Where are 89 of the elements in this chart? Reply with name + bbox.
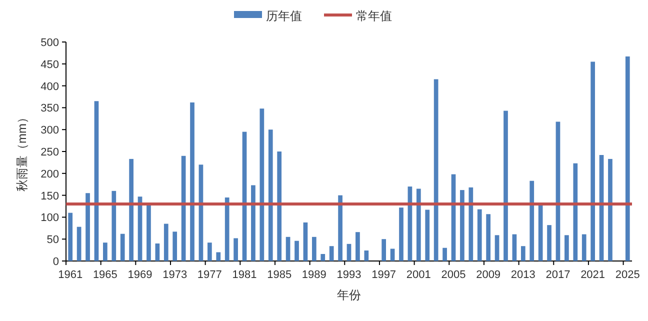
x-tick-label: 2025 — [615, 269, 640, 281]
bar — [530, 180, 534, 261]
x-tick-label: 1981 — [232, 269, 257, 281]
bar — [103, 242, 108, 261]
bar — [486, 214, 490, 261]
x-tick-label: 1969 — [128, 269, 152, 281]
y-tick-label: 450 — [40, 58, 59, 71]
y-tick-label: 100 — [40, 212, 59, 224]
bar — [364, 250, 369, 261]
x-tick-label: 2021 — [580, 269, 606, 281]
bar — [608, 158, 612, 261]
x-tick-label: 1977 — [197, 269, 222, 281]
bar — [146, 204, 151, 261]
bar — [356, 232, 360, 261]
bar — [208, 242, 212, 261]
bar — [416, 188, 421, 261]
bar — [346, 244, 352, 261]
bar — [382, 239, 386, 261]
x-tick-label: 1989 — [302, 269, 326, 281]
bar — [234, 238, 238, 261]
bar — [86, 193, 90, 261]
bar — [68, 212, 73, 261]
bar — [172, 232, 178, 261]
bar — [329, 246, 334, 261]
y-tick-label: 0 — [52, 256, 59, 268]
bar — [155, 243, 160, 261]
bar — [538, 204, 543, 261]
bar — [564, 235, 569, 261]
x-tick-label: 2013 — [510, 269, 536, 281]
bar — [94, 101, 99, 261]
bar — [590, 62, 595, 261]
bar — [242, 132, 247, 261]
bar — [120, 234, 125, 261]
x-tick-label: 1985 — [267, 269, 292, 281]
y-axis-title: 秋雨量（mm） — [15, 112, 29, 192]
bar — [573, 163, 578, 261]
bar — [442, 248, 447, 261]
bar — [460, 190, 464, 261]
bar — [112, 190, 116, 261]
y-tick-label: 400 — [40, 80, 59, 93]
bar — [286, 236, 290, 261]
y-tick-label: 150 — [40, 190, 59, 202]
y-tick-label: 200 — [40, 168, 59, 180]
bar — [512, 234, 517, 261]
bar — [303, 222, 308, 261]
bar — [312, 236, 316, 261]
x-tick-label: 1965 — [92, 269, 118, 281]
x-tick-label: 2005 — [441, 269, 466, 281]
bar — [434, 79, 438, 261]
y-tick-label: 50 — [46, 234, 59, 246]
bar — [425, 210, 430, 261]
bar — [399, 208, 404, 261]
bar — [494, 235, 500, 261]
bar — [556, 122, 560, 261]
bar — [224, 197, 230, 261]
bar — [625, 56, 630, 261]
y-tick-label: 350 — [40, 102, 59, 115]
y-tick-label: 250 — [40, 146, 59, 158]
x-axis-title: 年份 — [337, 288, 361, 302]
bar — [164, 224, 168, 261]
bar — [277, 152, 282, 261]
bar — [251, 185, 256, 261]
bar — [294, 240, 299, 261]
x-tick-label: 1993 — [336, 269, 362, 281]
bar — [190, 102, 194, 261]
x-tick-label: 2009 — [476, 269, 501, 281]
x-tick-label: 1997 — [372, 269, 396, 281]
bar — [260, 108, 264, 261]
bar — [504, 110, 508, 261]
bar — [547, 225, 552, 261]
bar — [216, 252, 221, 261]
y-tick-label: 300 — [40, 124, 59, 137]
bar — [582, 234, 586, 261]
x-tick-label: 2017 — [546, 269, 570, 281]
x-tick-label: 1973 — [162, 269, 188, 281]
y-tick-label: 500 — [40, 37, 59, 49]
bar — [338, 195, 342, 261]
x-tick-label: 1961 — [58, 269, 83, 281]
bar — [268, 130, 273, 261]
bar — [520, 246, 526, 261]
bar — [76, 226, 82, 261]
bar — [468, 187, 474, 261]
bar — [320, 254, 326, 261]
bar — [477, 209, 482, 261]
legend-label: 常年值 — [356, 9, 392, 23]
bar — [390, 248, 395, 261]
legend-label: 历年值 — [266, 9, 302, 23]
x-tick-label: 2001 — [406, 269, 431, 281]
bar — [129, 158, 134, 261]
